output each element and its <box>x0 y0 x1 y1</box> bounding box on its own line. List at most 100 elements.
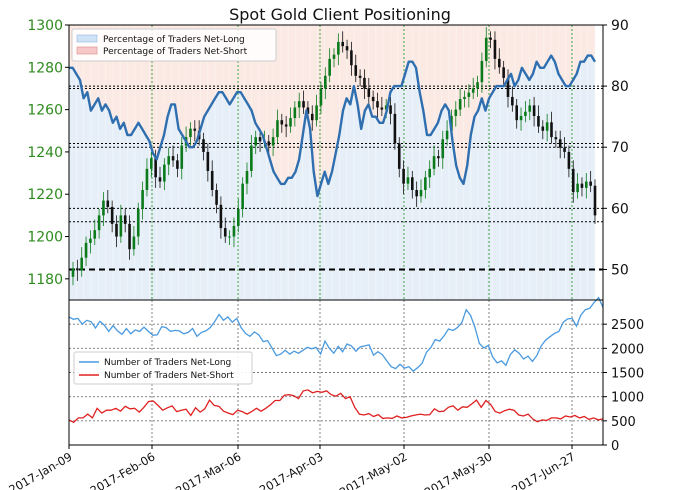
candle-body <box>245 170 249 184</box>
candle-body <box>89 238 92 243</box>
candle-body <box>84 242 88 258</box>
candle-body <box>267 141 271 146</box>
candle-body <box>358 75 362 78</box>
candle-body <box>554 137 558 140</box>
candle-body <box>571 168 575 193</box>
percent-tick-label: 50 <box>611 262 629 278</box>
price-tick-label: 1300 <box>27 18 63 34</box>
candle-body <box>419 190 423 197</box>
candle-body <box>458 99 462 110</box>
candle-body <box>519 115 523 121</box>
candle-body <box>567 151 571 169</box>
candle-body <box>345 46 349 51</box>
candle-body <box>545 122 549 131</box>
count-tick-label: 2000 <box>611 342 644 357</box>
candle-body <box>102 200 105 216</box>
percent-tick-label: 60 <box>611 201 629 217</box>
count-tick-label: 2500 <box>611 318 644 333</box>
net-short-count-line <box>68 389 604 424</box>
candle-body <box>467 92 471 97</box>
candle-body <box>119 215 123 237</box>
candle-body <box>411 177 414 190</box>
x-tick-label: 2017-Feb-06 <box>88 449 158 490</box>
candle-body <box>276 120 279 138</box>
candle-body <box>380 107 384 110</box>
legend-label-short-count: Number of Traders Net-Short <box>104 371 234 381</box>
candle-body <box>219 204 223 229</box>
candle-body <box>154 158 157 178</box>
candle-body <box>506 77 510 97</box>
candle-body <box>480 60 484 83</box>
candle-body <box>511 96 514 106</box>
candle-body <box>241 183 244 210</box>
candle-body <box>324 75 327 89</box>
candle-body <box>397 143 401 169</box>
candle-body <box>415 190 418 197</box>
candle-body <box>389 105 392 114</box>
candle-body <box>106 200 110 207</box>
candle-body <box>271 137 275 146</box>
candle-body <box>145 168 149 190</box>
candle-body <box>489 37 492 40</box>
candle-body <box>563 147 566 152</box>
candle-body <box>350 50 353 66</box>
candle-body <box>428 168 431 178</box>
candle-body <box>537 115 540 127</box>
candle-body <box>376 101 379 108</box>
candle-body <box>502 67 505 78</box>
candle-body <box>337 41 340 55</box>
candle-body <box>541 126 545 131</box>
candle-body <box>228 236 231 238</box>
x-tick-label: 2017-Jan-09 <box>6 449 74 490</box>
candle-body <box>193 128 197 131</box>
candle-body <box>310 113 314 121</box>
candle-body <box>80 257 83 271</box>
candle-body <box>493 39 497 59</box>
percent-tick-label: 70 <box>611 140 629 156</box>
candle-body <box>402 168 405 184</box>
count-tick-label: 1500 <box>611 367 644 382</box>
legend-box <box>71 28 277 62</box>
candle-body <box>250 145 253 171</box>
candle-body <box>332 54 336 59</box>
candle-body <box>515 105 518 121</box>
net-long-count-line <box>68 296 604 372</box>
x-tick-label: 2017-Mar-06 <box>173 449 243 490</box>
count-tick-label: 0 <box>611 439 619 454</box>
percent-tick-label: 90 <box>611 18 629 34</box>
candle-body <box>406 177 410 184</box>
price-tick-label: 1280 <box>27 60 63 76</box>
price-tick-label: 1220 <box>27 187 63 203</box>
top-legend: Percentage of Traders Net-Long Percentage… <box>71 28 277 62</box>
candle-body <box>424 177 427 190</box>
candle-body <box>280 120 284 125</box>
candle-body <box>176 160 179 169</box>
legend-patch-net-short <box>76 46 98 55</box>
candle-body <box>302 101 305 108</box>
candle-body <box>289 118 292 127</box>
candle-body <box>93 230 97 239</box>
candle-body <box>589 181 592 186</box>
bottom-legend: Number of Traders Net-Long Number of Trad… <box>73 351 253 385</box>
candle-body <box>132 236 136 250</box>
candle-body <box>128 223 131 250</box>
candle-body <box>328 58 331 76</box>
candle-body <box>498 58 501 68</box>
candle-body <box>576 183 579 193</box>
candle-body <box>97 215 101 231</box>
candle-body <box>341 41 344 47</box>
candle-body <box>171 156 175 161</box>
candle-body <box>315 105 318 121</box>
candle-body <box>593 185 597 216</box>
candle-body <box>110 206 114 224</box>
candle-body <box>293 107 297 119</box>
candle-body <box>223 228 227 237</box>
candle-body <box>471 88 475 93</box>
x-tick-label: 2017-Apr-03 <box>257 449 326 490</box>
candle-body <box>319 88 323 106</box>
x-tick-label: 2017-May-02 <box>337 449 410 490</box>
candle-body <box>284 124 288 127</box>
candle-body <box>445 130 449 140</box>
